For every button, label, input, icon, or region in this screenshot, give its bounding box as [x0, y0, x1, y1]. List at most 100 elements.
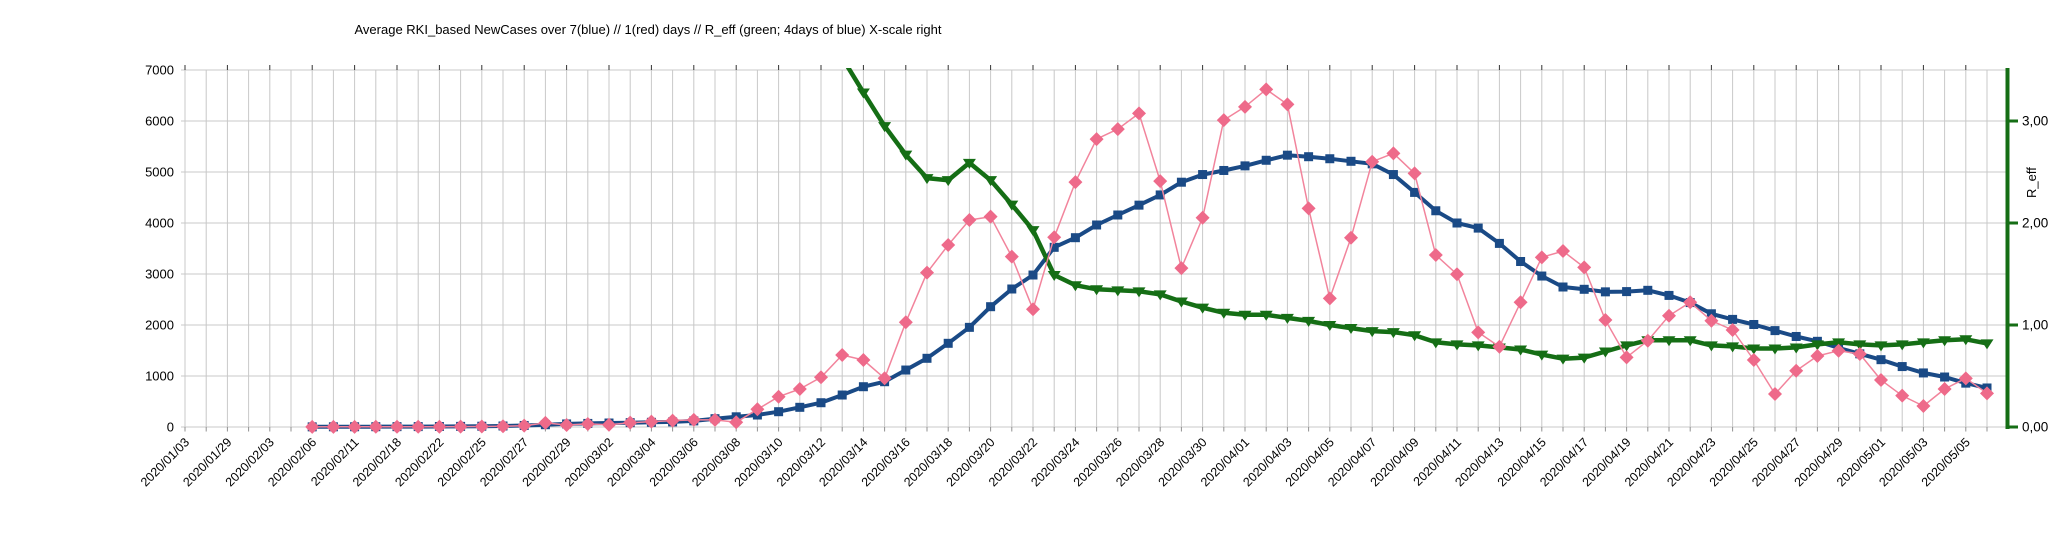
blue-square-marker	[1198, 170, 1207, 179]
blue-square-marker	[1601, 287, 1610, 296]
red-diamond-marker	[1916, 399, 1930, 413]
series-red-daily-cases	[305, 82, 1994, 433]
left-axis-tick-label: 7000	[145, 63, 174, 78]
red-diamond-marker	[1302, 201, 1316, 215]
left-axis-tick-label: 2000	[145, 318, 174, 333]
left-axis-tick-label: 1000	[145, 369, 174, 384]
blue-square-marker	[1113, 210, 1122, 219]
blue-square-marker	[838, 391, 847, 400]
red-diamond-marker	[1535, 250, 1549, 264]
blue-square-marker	[1792, 332, 1801, 341]
red-diamond-marker	[687, 413, 701, 427]
blue-square-marker	[1029, 271, 1038, 280]
right-axis-tick-label: 2,00	[2022, 216, 2048, 231]
red-diamond-marker	[1068, 175, 1082, 189]
red-diamond-marker	[496, 419, 510, 433]
blue-square-marker	[1622, 287, 1631, 296]
red-diamond-marker	[1090, 132, 1104, 146]
plot-area	[305, 0, 1994, 434]
blue-square-marker	[1431, 206, 1440, 215]
red-diamond-marker	[1556, 244, 1570, 258]
red-diamond-marker	[348, 420, 362, 434]
blue-square-marker	[1919, 368, 1928, 377]
red-diamond-marker	[1344, 231, 1358, 245]
red-diamond-marker	[708, 413, 722, 427]
blue-square-marker	[817, 398, 826, 407]
blue-square-marker	[1304, 152, 1313, 161]
left-axis-tick-label: 0	[167, 420, 174, 435]
red-diamond-marker	[411, 420, 425, 434]
blue-square-marker	[901, 366, 910, 375]
blue-square-marker	[1665, 291, 1674, 300]
right-axis-tick-label: 1,00	[2022, 318, 2048, 333]
blue-square-marker	[1877, 355, 1886, 364]
red-diamond-marker	[1132, 106, 1146, 120]
green-line	[821, 0, 1987, 359]
red-diamond-marker	[1747, 353, 1761, 367]
left-axis-tick-label: 5000	[145, 165, 174, 180]
red-diamond-marker	[432, 420, 446, 434]
red-diamond-marker	[560, 418, 574, 432]
blue-square-marker	[1347, 157, 1356, 166]
red-diamond-marker	[305, 420, 319, 434]
red-diamond-marker	[1026, 302, 1040, 316]
blue-square-marker	[1580, 285, 1589, 294]
red-diamond-marker	[623, 416, 637, 430]
blue-square-marker	[1453, 219, 1462, 228]
red-diamond-marker	[772, 390, 786, 404]
blue-square-marker	[986, 302, 995, 311]
red-diamond-marker	[581, 417, 595, 431]
left-axis-labels: 0 1000 2000 3000 4000 5000 6000 7000	[145, 63, 174, 435]
blue-square-marker	[1643, 286, 1652, 295]
red-diamond-marker	[390, 420, 404, 434]
left-axis-tick-label: 3000	[145, 267, 174, 282]
blue-square-marker	[1495, 239, 1504, 248]
red-diamond-marker	[920, 266, 934, 280]
left-axis-tick-label: 4000	[145, 216, 174, 231]
right-axis-tick-label: 0,00	[2022, 420, 2048, 435]
blue-square-marker	[965, 323, 974, 332]
blue-square-marker	[1410, 188, 1419, 197]
axis-ticks	[185, 65, 1987, 432]
red-diamond-marker	[1111, 122, 1125, 136]
blue-square-marker	[1474, 224, 1483, 233]
blue-square-marker	[1262, 156, 1271, 165]
red-diamond-marker	[1153, 174, 1167, 188]
red-diamond-marker	[984, 210, 998, 224]
blue-square-marker	[1898, 362, 1907, 371]
red-diamond-marker	[1514, 295, 1528, 309]
red-diamond-marker	[1280, 97, 1294, 111]
blue-square-marker	[1389, 170, 1398, 179]
blue-square-marker	[1516, 257, 1525, 266]
blue-square-marker	[1092, 220, 1101, 229]
red-diamond-marker	[538, 416, 552, 430]
blue-square-marker	[1135, 201, 1144, 210]
blue-square-marker	[859, 382, 868, 391]
green-triangle-marker	[836, 54, 849, 64]
red-diamond-marker	[666, 414, 680, 428]
blue-square-marker	[1559, 283, 1568, 292]
blue-square-marker	[944, 339, 953, 348]
red-diamond-marker	[475, 419, 489, 433]
blue-square-marker	[1071, 233, 1080, 242]
red-diamond-marker	[899, 315, 913, 329]
blue-square-marker	[774, 407, 783, 416]
left-axis-tick-label: 6000	[145, 114, 174, 129]
blue-square-marker	[1537, 272, 1546, 281]
red-diamond-marker	[326, 420, 340, 434]
chart-title: Average RKI_based NewCases over 7(blue) …	[0, 22, 1296, 37]
red-diamond-marker	[454, 420, 468, 434]
red-diamond-marker	[1217, 113, 1231, 127]
blue-square-marker	[1940, 373, 1949, 382]
red-diamond-marker	[1005, 250, 1019, 264]
red-diamond-marker	[1620, 350, 1634, 364]
red-diamond-marker	[1492, 340, 1506, 354]
red-diamond-marker	[1895, 389, 1909, 403]
red-diamond-marker	[1471, 325, 1485, 339]
red-diamond-marker	[369, 420, 383, 434]
grid	[181, 70, 2007, 427]
red-diamond-marker	[1938, 382, 1952, 396]
blue-square-marker	[923, 354, 932, 363]
